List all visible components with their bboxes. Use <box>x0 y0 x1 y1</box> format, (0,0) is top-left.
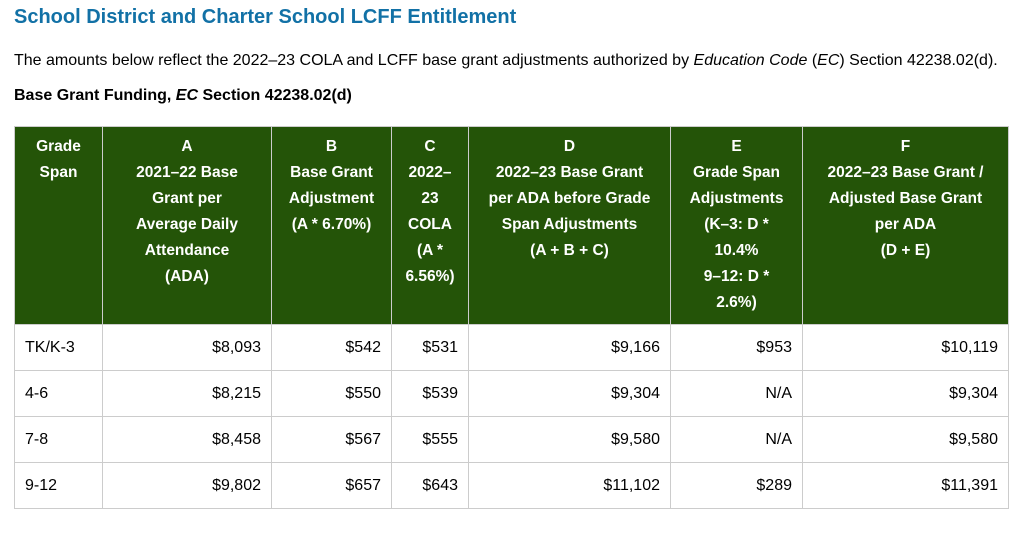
cell-grade-span: 9-12 <box>14 462 103 509</box>
col-header-grade-span: Grade Span <box>14 126 103 325</box>
ec-abbrev-italic: EC <box>817 52 840 69</box>
cell-e-value: $289 <box>670 462 803 509</box>
table-header-row: Grade Span A 2021–22 Base Grant per Aver… <box>14 126 1009 325</box>
cell-e-value: N/A <box>670 370 803 417</box>
cell-f-value: $10,119 <box>802 324 1009 371</box>
col-header-f-adjusted: F 2022–23 Base Grant / Adjusted Base Gra… <box>802 126 1009 325</box>
intro-text-mid: ( <box>807 52 818 69</box>
table-row: 4-6 $8,215 $550 $539 $9,304 N/A $9,304 <box>14 370 1009 417</box>
cell-d-value: $9,166 <box>468 324 671 371</box>
cell-b-value: $567 <box>271 416 392 463</box>
cell-a-value: $8,093 <box>102 324 272 371</box>
cell-c-value: $643 <box>391 462 469 509</box>
cell-f-value: $11,391 <box>802 462 1009 509</box>
intro-text-post: ) Section 42238.02(d). <box>839 52 998 69</box>
cell-c-value: $539 <box>391 370 469 417</box>
table-caption-heading: Base Grant Funding, EC Section 42238.02(… <box>14 86 1008 105</box>
cell-f-value: $9,304 <box>802 370 1009 417</box>
page-content: School District and Charter School LCFF … <box>14 6 1009 509</box>
col-header-e-gsa: E Grade Span Adjustments (K–3: D * 10.4%… <box>670 126 803 325</box>
cell-grade-span: 7-8 <box>14 416 103 463</box>
subheading-post: Section 42238.02(d) <box>198 87 352 104</box>
cell-a-value: $8,215 <box>102 370 272 417</box>
cell-e-value: N/A <box>670 416 803 463</box>
col-header-b-adjustment: B Base Grant Adjustment (A * 6.70%) <box>271 126 392 325</box>
cell-grade-span: TK/K-3 <box>14 324 103 371</box>
cell-grade-span: 4-6 <box>14 370 103 417</box>
cell-c-value: $531 <box>391 324 469 371</box>
cell-b-value: $542 <box>271 324 392 371</box>
table-row: 9-12 $9,802 $657 $643 $11,102 $289 $11,3… <box>14 462 1009 509</box>
table-row: TK/K-3 $8,093 $542 $531 $9,166 $953 $10,… <box>14 324 1009 371</box>
cell-a-value: $9,802 <box>102 462 272 509</box>
education-code-italic: Education Code <box>693 52 808 69</box>
page-title: School District and Charter School LCFF … <box>14 6 517 28</box>
intro-text-pre: The amounts below reflect the 2022–23 CO… <box>14 52 694 69</box>
cell-d-value: $9,304 <box>468 370 671 417</box>
cell-e-value: $953 <box>670 324 803 371</box>
subheading-ec-italic: EC <box>175 87 199 104</box>
cell-f-value: $9,580 <box>802 416 1009 463</box>
cell-b-value: $657 <box>271 462 392 509</box>
subheading-pre: Base Grant Funding, <box>14 87 176 104</box>
base-grant-funding-table: Grade Span A 2021–22 Base Grant per Aver… <box>14 126 1009 509</box>
table-row: 7-8 $8,458 $567 $555 $9,580 N/A $9,580 <box>14 416 1009 463</box>
cell-a-value: $8,458 <box>102 416 272 463</box>
cell-d-value: $9,580 <box>468 416 671 463</box>
col-header-a-base-grant: A 2021–22 Base Grant per Average Daily A… <box>102 126 272 325</box>
cell-b-value: $550 <box>271 370 392 417</box>
cell-c-value: $555 <box>391 416 469 463</box>
cell-d-value: $11,102 <box>468 462 671 509</box>
col-header-c-cola: C 2022– 23 COLA (A * 6.56%) <box>391 126 469 325</box>
intro-paragraph: The amounts below reflect the 2022–23 CO… <box>14 48 1008 73</box>
col-header-d-before-gsa: D 2022–23 Base Grant per ADA before Grad… <box>468 126 671 325</box>
